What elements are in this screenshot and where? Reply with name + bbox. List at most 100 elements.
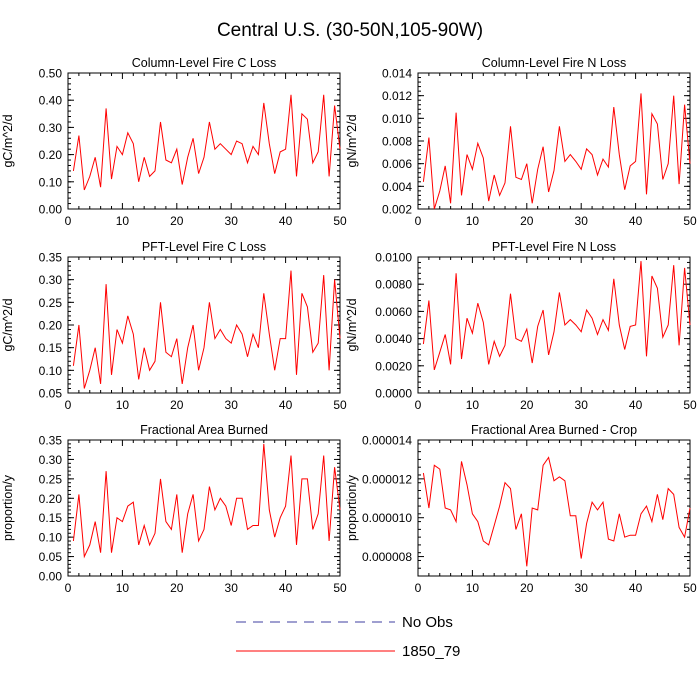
x-tick-label: 30 — [575, 398, 589, 412]
y-tick-label: 0.10 — [39, 175, 63, 189]
chart-panel-2: Column-Level Fire N Loss gN/m^2/d 0 10 20 30 4… — [345, 56, 697, 228]
series-line-1850_79 — [422, 456, 691, 567]
x-tick-label: 50 — [333, 581, 347, 595]
y-tick-label: 0.000010 — [362, 511, 412, 525]
plot-frame — [417, 439, 691, 577]
x-tick-label: 20 — [170, 581, 184, 595]
y-tick-label: 0.00 — [39, 570, 63, 584]
y-tick-label: 0.35 — [39, 434, 63, 448]
panel-title: PFT-Level Fire N Loss — [492, 240, 616, 254]
x-tick-label: 50 — [333, 214, 347, 228]
y-tick-label: 0.10 — [39, 531, 63, 545]
y-tick-label: 0.000012 — [362, 472, 412, 486]
x-tick-label: 20 — [170, 398, 184, 412]
y-tick-label: 0.30 — [39, 453, 63, 467]
y-tick-label: 0.20 — [39, 492, 63, 506]
y-tick-label: 0.0000 — [375, 387, 412, 401]
y-tick-label: 0.010 — [382, 112, 412, 126]
series-line-1850_79 — [72, 443, 341, 559]
x-tick-label: 30 — [225, 398, 239, 412]
y-tick-label: 0.10 — [39, 364, 63, 378]
x-tick-label: 30 — [575, 581, 589, 595]
series-line-1850_79 — [72, 94, 341, 191]
panel-title: Fractional Area Burned - Crop — [471, 423, 637, 437]
x-tick-label: 40 — [629, 581, 643, 595]
panel-title: Column-Level Fire C Loss — [132, 56, 277, 70]
y-axis-label: gN/m^2/d — [345, 298, 359, 351]
series-line-1850_79 — [72, 270, 341, 389]
y-tick-label: 0.00 — [39, 203, 63, 217]
y-axis-label: proportion/y — [345, 474, 359, 541]
x-tick-label: 10 — [116, 214, 130, 228]
legend-label-2: 1850_79 — [402, 643, 460, 660]
y-axis-label: gN/m^2/d — [345, 114, 359, 167]
legend: No Obs 1850_79 — [236, 614, 460, 660]
x-tick-label: 0 — [415, 581, 422, 595]
y-tick-label: 0.05 — [39, 387, 63, 401]
x-tick-label: 40 — [279, 581, 293, 595]
x-tick-label: 20 — [520, 214, 534, 228]
x-tick-label: 0 — [415, 214, 422, 228]
y-tick-label: 0.15 — [39, 341, 63, 355]
x-tick-label: 20 — [520, 581, 534, 595]
y-tick-label: 0.20 — [39, 148, 63, 162]
chart-panel-1: Column-Level Fire C Loss gC/m^2/d 0 10 20 30 4… — [1, 56, 347, 228]
y-tick-label: 0.0060 — [375, 305, 412, 319]
y-tick-label: 0.35 — [39, 251, 63, 265]
x-tick-label: 10 — [466, 398, 480, 412]
x-tick-label: 0 — [65, 214, 72, 228]
x-tick-label: 40 — [279, 398, 293, 412]
x-tick-label: 40 — [279, 214, 293, 228]
panel-title: Column-Level Fire N Loss — [482, 56, 627, 70]
x-tick-label: 50 — [683, 214, 697, 228]
chart-panel-4: PFT-Level Fire N Loss gN/m^2/d 0 10 20 30 40 50… — [345, 240, 697, 412]
y-axis-label: proportion/y — [1, 474, 15, 541]
y-tick-label: 0.40 — [39, 94, 63, 108]
plot-frame — [67, 72, 341, 210]
y-tick-label: 0.000014 — [362, 434, 412, 448]
x-tick-label: 10 — [116, 398, 130, 412]
x-tick-label: 50 — [683, 581, 697, 595]
legend-label-1: No Obs — [402, 614, 453, 631]
chart-panel-5: Fractional Area Burned proportion/y 0 10 20 3… — [1, 423, 347, 595]
y-tick-label: 0.0020 — [375, 359, 412, 373]
y-tick-label: 0.000008 — [362, 550, 412, 564]
x-tick-label: 30 — [225, 581, 239, 595]
y-tick-label: 0.20 — [39, 319, 63, 333]
y-tick-label: 0.004 — [382, 180, 412, 194]
x-tick-label: 40 — [629, 398, 643, 412]
x-tick-label: 50 — [683, 398, 697, 412]
x-tick-label: 10 — [116, 581, 130, 595]
y-tick-label: 0.25 — [39, 296, 63, 310]
y-tick-label: 0.0040 — [375, 332, 412, 346]
chart-panel-6: Fractional Area Burned - Crop proportion/… — [345, 423, 697, 595]
x-tick-label: 0 — [415, 398, 422, 412]
chart-panel-3: PFT-Level Fire C Loss gC/m^2/d 0 10 20 30 40 50… — [1, 240, 347, 412]
y-tick-label: 0.012 — [382, 89, 412, 103]
page-title: Central U.S. (30-50N,105-90W) — [216, 20, 484, 41]
y-tick-label: 0.25 — [39, 472, 63, 486]
x-tick-label: 0 — [65, 398, 72, 412]
x-tick-label: 30 — [225, 214, 239, 228]
y-tick-label: 0.30 — [39, 273, 63, 287]
y-tick-label: 0.014 — [382, 67, 412, 81]
y-tick-label: 0.008 — [382, 135, 412, 149]
plot-frame — [417, 72, 691, 210]
panel-title: Fractional Area Burned — [140, 423, 268, 437]
plot-frame — [417, 256, 691, 394]
y-axis-label: gC/m^2/d — [1, 298, 15, 351]
y-tick-label: 0.002 — [382, 203, 412, 217]
y-axis-label: gC/m^2/d — [1, 114, 15, 167]
x-tick-label: 20 — [170, 214, 184, 228]
x-tick-label: 50 — [333, 398, 347, 412]
y-tick-label: 0.15 — [39, 511, 63, 525]
y-tick-label: 0.50 — [39, 67, 63, 81]
x-tick-label: 10 — [466, 214, 480, 228]
x-tick-label: 10 — [466, 581, 480, 595]
x-tick-label: 20 — [520, 398, 534, 412]
series-line-1850_79 — [422, 261, 691, 371]
panel-title: PFT-Level Fire C Loss — [142, 240, 266, 254]
x-tick-label: 0 — [65, 581, 72, 595]
y-tick-label: 0.0100 — [375, 251, 412, 265]
series-line-1850_79 — [422, 93, 691, 210]
